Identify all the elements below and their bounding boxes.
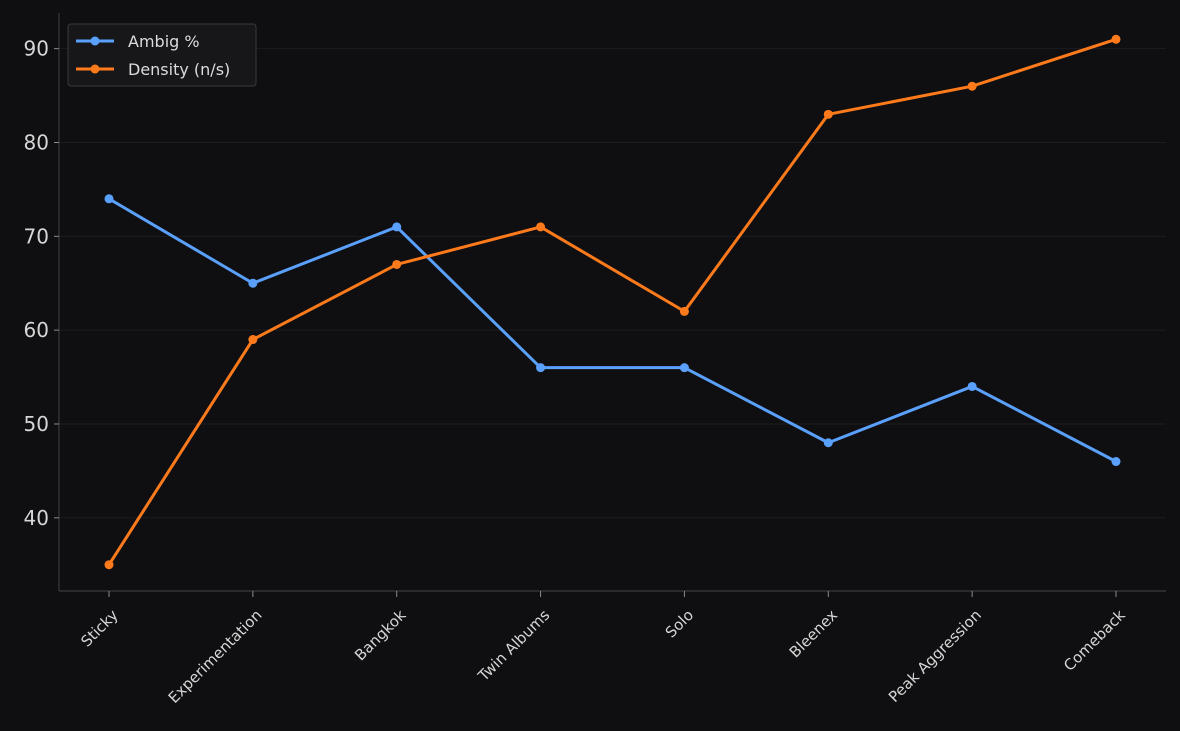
- x-tick-label: Comeback: [1060, 606, 1129, 675]
- legend-box: [67, 23, 257, 87]
- data-point: [1111, 34, 1121, 44]
- series-lines: [104, 34, 1121, 570]
- data-point: [104, 194, 114, 204]
- series-density: [104, 34, 1121, 570]
- data-point: [823, 438, 833, 448]
- data-point: [248, 335, 258, 345]
- data-point: [967, 81, 977, 91]
- x-tick-label: Twin Albums: [474, 606, 554, 686]
- legend-items: Ambig % Density (n/s): [76, 32, 230, 79]
- data-point: [104, 560, 114, 570]
- grid-lines: [59, 48, 1166, 519]
- data-point: [823, 109, 833, 119]
- x-tick-label: Solo: [662, 606, 697, 641]
- data-point: [1111, 457, 1121, 467]
- legend-label: Density (n/s): [128, 60, 230, 79]
- y-tick-label: 80: [24, 130, 49, 154]
- y-tick-label: 90: [24, 37, 49, 61]
- legend-label: Ambig %: [128, 32, 200, 51]
- x-tick-label: Bangkok: [351, 606, 410, 665]
- data-point: [967, 381, 977, 391]
- data-point: [392, 222, 402, 232]
- y-ticks: 40 50 60 70 80 90: [24, 37, 59, 530]
- series-ambig: [104, 194, 1121, 467]
- series-line: [107, 37, 1118, 567]
- legend: Ambig % Density (n/s): [67, 23, 257, 87]
- data-point: [536, 222, 546, 232]
- legend-swatch-marker: [90, 64, 100, 74]
- x-tick-label: Sticky: [77, 606, 122, 651]
- legend-swatch-marker: [90, 36, 100, 46]
- series-line: [107, 197, 1118, 464]
- x-tick-label: Experimentation: [165, 606, 266, 707]
- data-point: [679, 306, 689, 316]
- axes: [58, 13, 1166, 592]
- x-ticks: Sticky Experimentation Bangkok Twin Albums S…: [77, 591, 1129, 707]
- data-point: [679, 363, 689, 373]
- data-point: [392, 259, 402, 269]
- y-tick-label: 70: [24, 224, 49, 248]
- data-point: [536, 363, 546, 373]
- x-tick-label: Peak Aggression: [885, 606, 985, 706]
- data-point: [248, 278, 258, 288]
- x-tick-label: Bleenex: [786, 606, 841, 661]
- y-tick-label: 60: [24, 318, 49, 342]
- y-tick-label: 50: [24, 412, 49, 436]
- y-tick-label: 40: [24, 506, 49, 530]
